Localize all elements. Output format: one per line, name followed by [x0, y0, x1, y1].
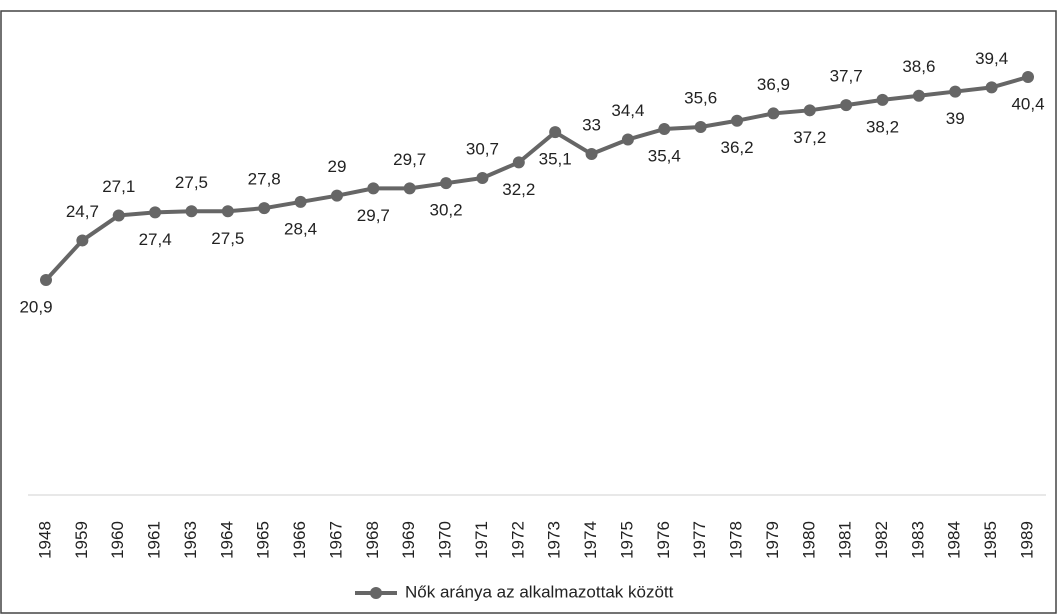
data-point — [585, 148, 598, 161]
x-tick-label: 1978 — [727, 521, 746, 559]
data-point — [985, 81, 998, 94]
data-point — [476, 171, 489, 184]
data-label: 27,1 — [102, 177, 135, 196]
x-tick-label: 1972 — [508, 521, 527, 559]
data-label: 20,9 — [19, 297, 52, 316]
x-tick-label: 1984 — [945, 521, 964, 559]
data-point — [403, 182, 416, 195]
data-point — [1022, 71, 1034, 83]
data-point — [112, 209, 125, 222]
x-tick-label: 1973 — [545, 521, 564, 559]
data-label: 37,2 — [793, 128, 826, 147]
x-tick-label: 1963 — [181, 521, 200, 559]
x-tick-label: 1983 — [908, 521, 927, 559]
data-label: 34,4 — [611, 101, 644, 120]
data-label: 38,2 — [866, 117, 899, 136]
x-tick-label: 1975 — [617, 521, 636, 559]
data-label: 28,4 — [284, 219, 317, 238]
data-label: 37,7 — [830, 67, 863, 86]
data-label: 35,1 — [539, 150, 572, 169]
data-point — [694, 120, 707, 133]
x-tick-label: 1979 — [763, 521, 782, 559]
x-tick-label: 1966 — [290, 521, 309, 559]
data-point — [949, 85, 962, 98]
data-label: 27,5 — [175, 173, 208, 192]
data-point — [330, 189, 343, 202]
data-point — [40, 274, 52, 286]
data-label: 40,4 — [1011, 94, 1044, 113]
data-label: 35,6 — [684, 88, 717, 107]
data-point — [149, 206, 162, 219]
data-point — [767, 107, 780, 120]
data-point — [549, 126, 562, 139]
x-tick-label: 1959 — [72, 521, 91, 559]
data-label: 27,8 — [248, 170, 281, 189]
x-tick-label: 1971 — [472, 521, 491, 559]
x-tick-label: 1964 — [217, 521, 236, 559]
data-point — [621, 133, 634, 146]
data-point — [221, 205, 234, 218]
data-label: 27,4 — [139, 230, 172, 249]
data-label: 29 — [328, 157, 347, 176]
data-label: 38,6 — [902, 57, 935, 76]
chart-border — [0, 10, 1057, 614]
data-point — [512, 156, 525, 169]
data-point — [258, 202, 271, 215]
data-point — [367, 182, 380, 195]
data-point — [803, 104, 816, 117]
legend-label: Nők aránya az alkalmazottak között — [405, 582, 674, 601]
data-point — [840, 99, 853, 112]
x-tick-label: 1982 — [872, 521, 891, 559]
data-point — [76, 234, 89, 247]
data-label: 33 — [582, 116, 601, 135]
x-tick-label: 1967 — [326, 521, 345, 559]
data-label: 29,7 — [393, 150, 426, 169]
data-label: 30,7 — [466, 139, 499, 158]
x-tick-label: 1965 — [254, 521, 273, 559]
data-label: 39,4 — [975, 49, 1008, 68]
x-tick-label: 1985 — [981, 521, 1000, 559]
x-tick-label: 1977 — [690, 521, 709, 559]
x-tick-label: 1969 — [399, 521, 418, 559]
data-label: 30,2 — [430, 201, 463, 220]
x-tick-label: 1968 — [363, 521, 382, 559]
x-tick-label: 1976 — [654, 521, 673, 559]
x-tick-label: 1981 — [836, 521, 855, 559]
x-tick-label: 1974 — [581, 521, 600, 559]
data-label: 27,5 — [211, 229, 244, 248]
data-label: 32,2 — [502, 180, 535, 199]
x-tick-label: 1970 — [436, 521, 455, 559]
data-point — [912, 89, 925, 102]
data-label: 39 — [946, 109, 965, 128]
data-label: 24,7 — [66, 202, 99, 221]
series-line — [44, 75, 1029, 282]
data-label: 29,7 — [357, 206, 390, 225]
data-label: 36,2 — [720, 138, 753, 157]
data-label: 35,4 — [648, 147, 681, 166]
data-point — [440, 177, 453, 190]
data-point — [185, 205, 198, 218]
data-point — [294, 195, 307, 208]
x-tick-label: 1948 — [35, 521, 54, 559]
x-tick-label: 1980 — [799, 521, 818, 559]
data-point — [658, 123, 671, 136]
x-tick-label: 1989 — [1017, 521, 1036, 559]
x-tick-label: 1961 — [145, 521, 164, 559]
x-tick-label: 1960 — [108, 521, 127, 559]
data-point — [876, 93, 889, 106]
data-point — [731, 114, 744, 127]
data-label: 36,9 — [757, 75, 790, 94]
legend-marker — [370, 587, 382, 599]
